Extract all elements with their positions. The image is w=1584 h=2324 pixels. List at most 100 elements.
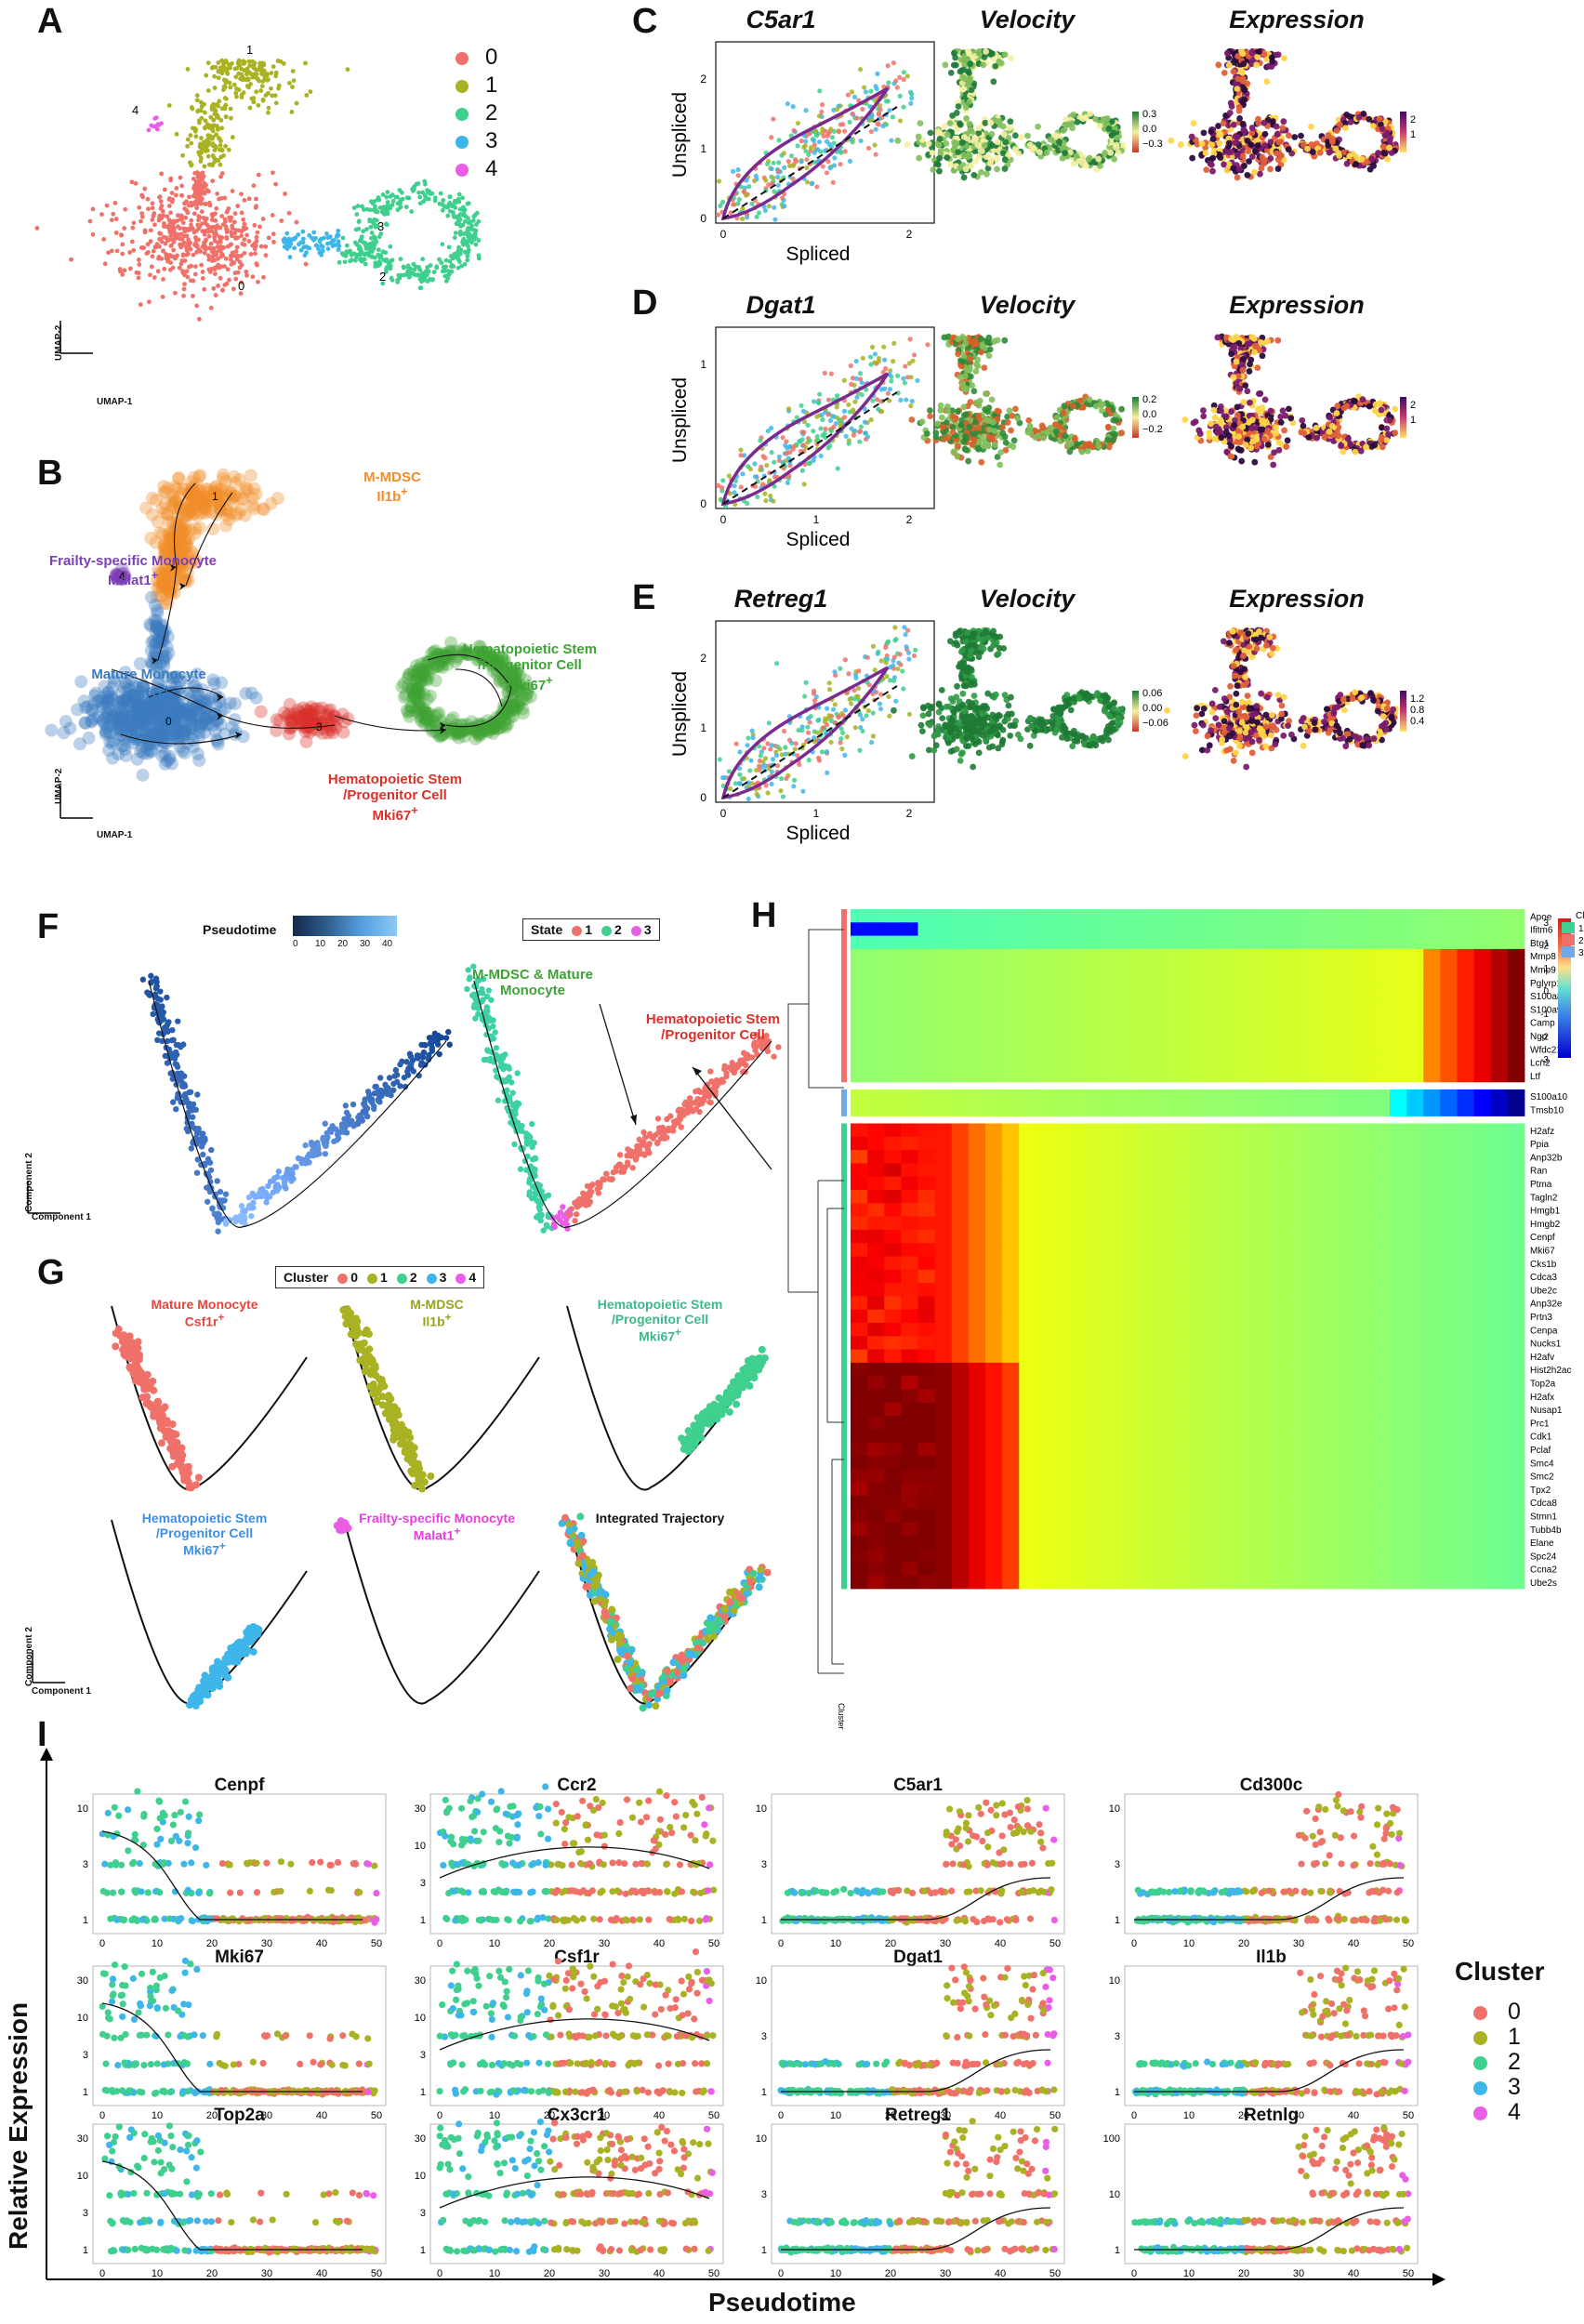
stream-point <box>160 567 174 581</box>
umap-point <box>266 105 271 111</box>
stream-point <box>430 707 444 721</box>
stream-point <box>154 634 168 648</box>
umap-point <box>461 231 467 237</box>
stream-point <box>512 668 526 682</box>
velocity-point <box>972 368 980 375</box>
stream-point <box>133 707 147 721</box>
phase-point <box>741 189 746 194</box>
stream-point <box>141 708 155 722</box>
stream-point <box>161 729 175 743</box>
stream-point <box>57 726 71 740</box>
stream-point <box>495 720 508 734</box>
umap-point <box>308 89 313 95</box>
velocity-point <box>987 51 995 58</box>
stream-point <box>125 697 139 711</box>
umap-point <box>246 59 252 64</box>
stream-point <box>511 662 525 676</box>
umap-point <box>224 78 229 84</box>
stream-point <box>184 556 198 570</box>
umap-point <box>428 263 433 268</box>
stream-point <box>176 560 190 574</box>
stream-point <box>160 640 174 654</box>
umap-point <box>150 218 155 222</box>
stream-point <box>120 690 134 704</box>
stream-point <box>178 517 192 531</box>
umap-point <box>307 245 312 251</box>
panel-label-e: E <box>632 578 656 617</box>
phase-point <box>909 91 915 97</box>
umap-point <box>230 233 234 239</box>
phase-point <box>906 361 912 366</box>
phase-point <box>857 371 864 376</box>
stream-point <box>111 568 125 582</box>
umap-point <box>466 249 470 255</box>
expression-point <box>1353 161 1360 167</box>
stream-point <box>109 568 123 582</box>
stream-point <box>420 706 434 720</box>
stream-point <box>410 683 424 697</box>
stream-point <box>301 707 315 721</box>
umap-point <box>179 183 185 189</box>
umap-point <box>228 106 233 112</box>
stream-point <box>502 684 516 698</box>
stream-point <box>429 720 443 733</box>
stream-point <box>483 654 497 667</box>
stream-point <box>192 494 206 508</box>
stream-point <box>151 720 165 733</box>
velocity-point <box>979 342 985 350</box>
umap-point <box>230 60 234 66</box>
umap-point <box>209 65 215 71</box>
stream-point <box>208 707 222 721</box>
stream-point <box>116 693 130 707</box>
stream-point <box>182 487 196 501</box>
velocity-point <box>978 168 984 176</box>
stream-point <box>445 727 459 741</box>
umap-point <box>344 243 350 248</box>
stream-point <box>132 703 146 717</box>
phase-point <box>851 94 858 99</box>
phase-point <box>726 473 732 479</box>
velocity-point <box>960 174 968 181</box>
stream-point <box>112 711 126 725</box>
stream-point <box>195 716 209 730</box>
umap-point <box>333 243 338 247</box>
stream-point <box>247 482 261 495</box>
stream-point <box>450 725 464 739</box>
stream-point <box>170 670 184 684</box>
stream-point <box>438 650 452 664</box>
phase-point <box>832 155 838 161</box>
stream-point <box>185 545 199 559</box>
stream-point <box>475 722 489 736</box>
umap-point <box>209 212 215 218</box>
stream-point <box>171 723 185 737</box>
phase-point <box>715 482 721 488</box>
stream-point <box>139 728 153 742</box>
phase-point <box>744 192 749 198</box>
stream-point <box>151 722 165 736</box>
stream-point <box>229 696 243 710</box>
stream-point <box>74 675 88 689</box>
umap-point <box>200 276 205 281</box>
stream-point <box>161 508 175 522</box>
phase-point <box>799 403 804 408</box>
umap-point <box>340 235 346 241</box>
velocity-point <box>1095 155 1102 163</box>
expression-point <box>1273 123 1280 130</box>
umap-point <box>447 194 453 200</box>
umap-point <box>353 227 359 232</box>
stream-point <box>301 711 315 725</box>
umap-point <box>175 218 180 223</box>
stream-point <box>145 686 159 700</box>
umap-point <box>287 244 292 249</box>
stream-point <box>133 719 147 733</box>
stream-point <box>82 731 96 745</box>
stream-point <box>200 712 214 726</box>
stream-point <box>503 673 517 687</box>
stream-point <box>196 494 210 508</box>
phase-point <box>860 106 865 112</box>
phase-point <box>795 143 800 149</box>
phase-point <box>784 439 789 444</box>
stream-point <box>131 699 145 713</box>
stream-point <box>151 676 165 690</box>
